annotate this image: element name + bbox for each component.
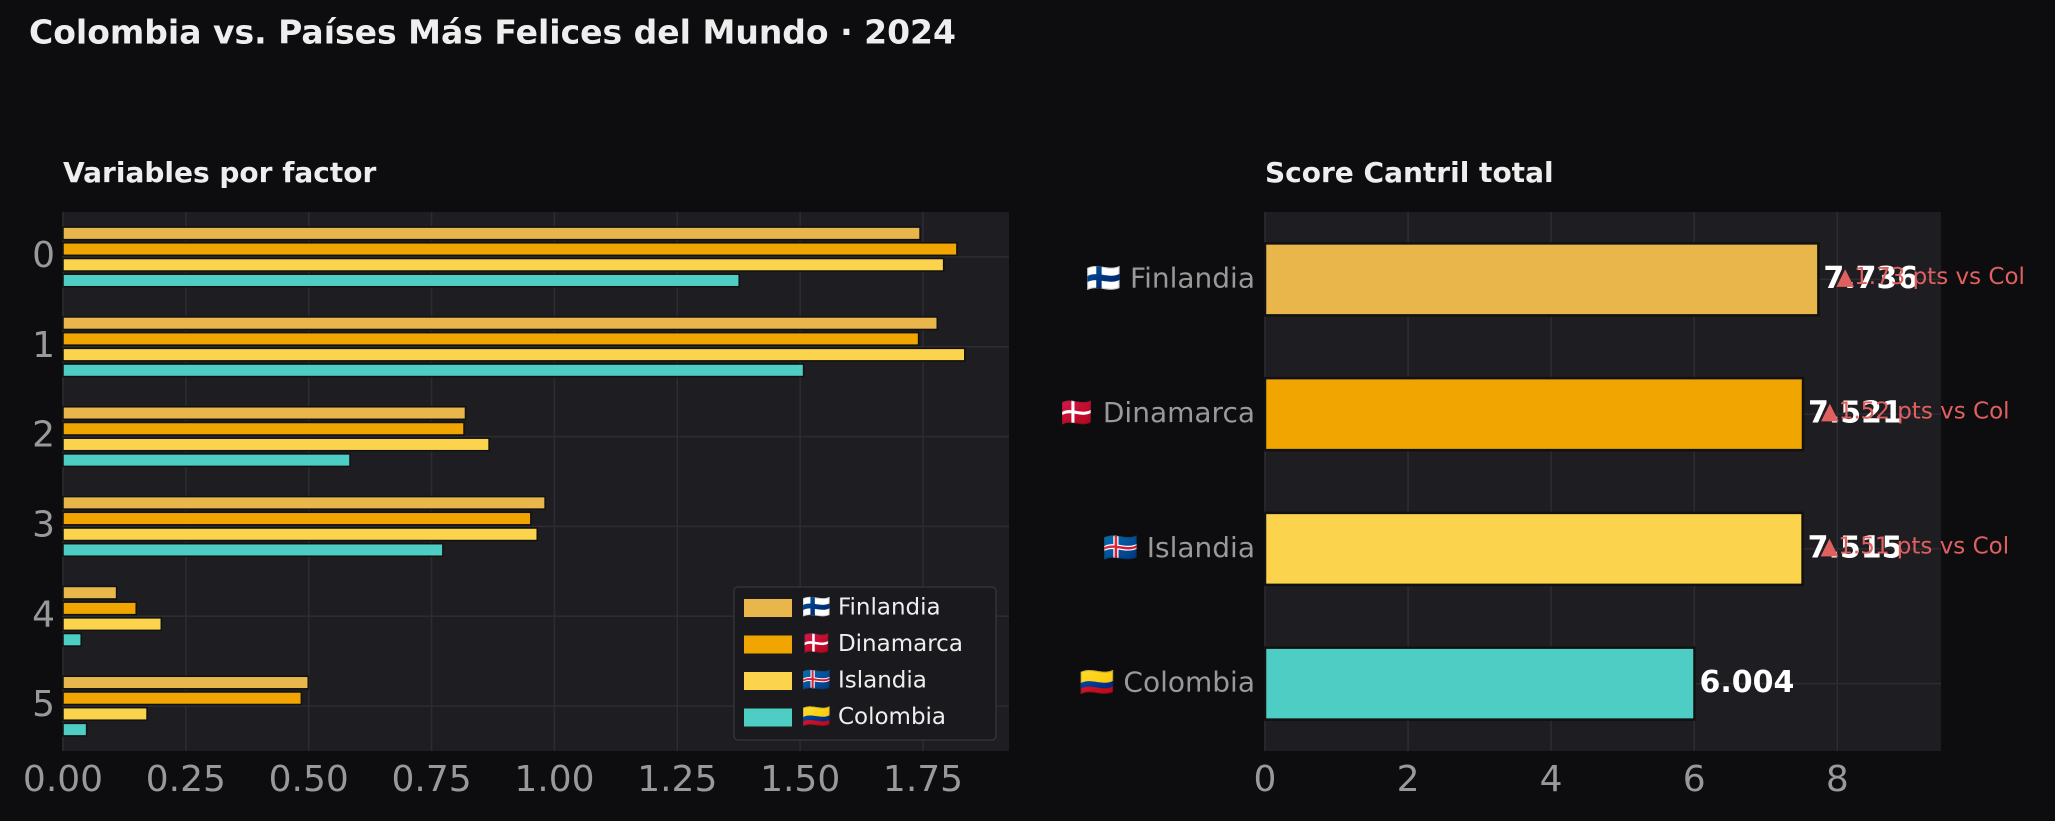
- annotation: ▲1.52 pts vs Col: [1821, 399, 2010, 425]
- legend-label: 🇫🇮 Finlandia: [802, 595, 941, 621]
- legend-swatch: [744, 599, 792, 617]
- bar: [62, 722, 88, 737]
- bar: [1263, 511, 1804, 587]
- annotation: ▲1.51 pts vs Col: [1821, 533, 2010, 559]
- bar: [62, 331, 920, 346]
- y-tick-label: 🇨🇴 Colombia: [1080, 666, 1255, 699]
- y-tick-label: 5: [32, 684, 55, 725]
- x-tick-label: 1.25: [637, 759, 717, 800]
- x-tick-label: 2: [1397, 759, 1420, 800]
- legend-swatch: [744, 708, 792, 727]
- annotation: ▲1.73 pts vs Col: [1836, 264, 2025, 290]
- y-tick-label: 3: [32, 504, 55, 545]
- bar: [62, 617, 163, 632]
- x-tick-label: 8: [1826, 759, 1849, 800]
- bar: [62, 527, 538, 542]
- x-tick-label: 0: [1254, 759, 1277, 800]
- bar: [62, 511, 532, 526]
- bar: [62, 632, 82, 647]
- bar: [1263, 376, 1805, 452]
- legend-box: [733, 586, 997, 741]
- x-tick-label: 0.25: [146, 759, 226, 800]
- legend-label: 🇩🇰 Dinamarca: [802, 630, 963, 657]
- x-tick-label: 1.50: [760, 759, 840, 800]
- bar: [62, 421, 465, 436]
- x-tick-label: 4: [1540, 759, 1563, 800]
- chart-title: Score Cantril total: [1265, 156, 1554, 189]
- x-tick-label: 1.00: [514, 759, 594, 800]
- chart-title: Variables por factor: [63, 156, 377, 189]
- x-tick-label: 0.00: [23, 759, 103, 800]
- page-title: Colombia vs. Países Más Felices del Mund…: [29, 13, 956, 52]
- bar: [62, 257, 945, 272]
- bar: [1263, 242, 1820, 317]
- value-label: 7.515: [1808, 530, 1903, 565]
- bar: [62, 585, 118, 600]
- value-label: 7.736: [1823, 261, 1918, 296]
- bar: [62, 226, 921, 241]
- y-tick-label: 1: [32, 325, 55, 366]
- y-tick-label: 2: [32, 415, 55, 456]
- x-tick-label: 6: [1683, 759, 1706, 800]
- bar: [62, 363, 805, 378]
- bar: [62, 347, 966, 362]
- y-tick-label: 🇩🇰 Dinamarca: [1059, 396, 1255, 429]
- x-tick-label: 0.75: [391, 759, 471, 800]
- bar: [62, 242, 958, 257]
- legend-label: 🇮🇸 Islandia: [802, 668, 927, 694]
- y-tick-label: 🇫🇮 Finlandia: [1086, 261, 1255, 294]
- bar: [62, 675, 309, 690]
- bar: [62, 495, 546, 510]
- x-tick-label: 0.50: [269, 759, 349, 800]
- bar: [62, 691, 303, 706]
- bar: [62, 542, 444, 557]
- bar: [62, 601, 137, 616]
- bar: [62, 437, 490, 452]
- value-label: 6.004: [1699, 665, 1794, 700]
- legend-label: 🇨🇴 Colombia: [802, 704, 946, 730]
- bar: [62, 273, 740, 288]
- bar: [62, 406, 467, 421]
- legend-swatch: [744, 635, 792, 654]
- bar: [62, 706, 148, 721]
- bar: [62, 453, 351, 468]
- y-tick-label: 4: [32, 594, 55, 635]
- value-label: 7.521: [1808, 396, 1903, 431]
- x-tick-label: 1.75: [883, 759, 963, 800]
- y-tick-label: 🇮🇸 Islandia: [1103, 531, 1255, 564]
- legend-swatch: [744, 672, 792, 690]
- y-tick-label: 0: [32, 235, 55, 276]
- bar: [62, 316, 939, 331]
- bar: [1263, 646, 1696, 721]
